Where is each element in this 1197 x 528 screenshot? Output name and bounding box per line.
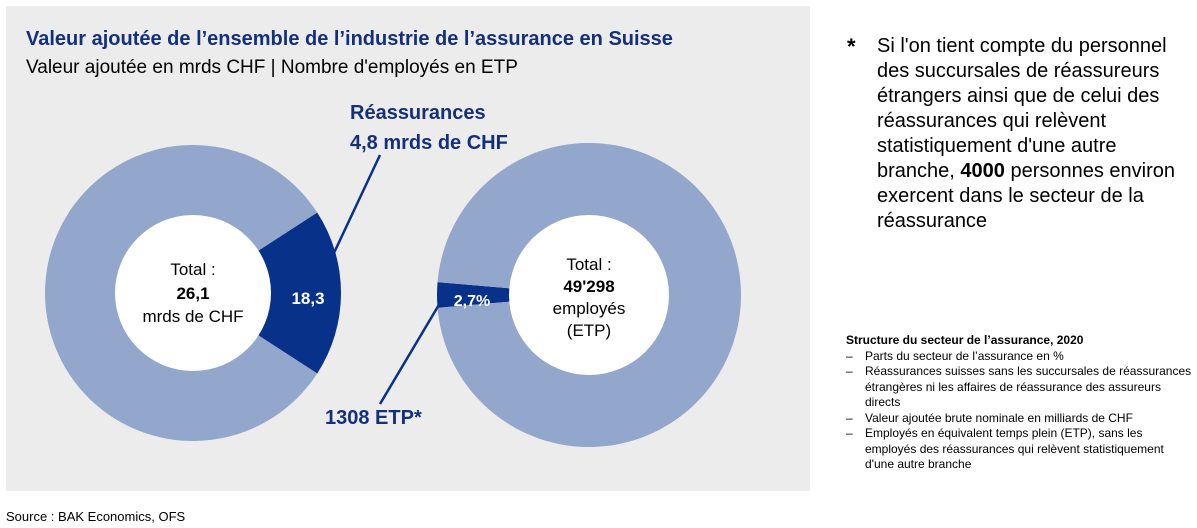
source-note: Source : BAK Economics, OFS	[6, 509, 186, 524]
center-total-value-1: 26,1	[176, 284, 209, 303]
structure-item: – Réassurances suisses sans les succursal…	[846, 364, 1196, 411]
structure-item-text: Valeur ajoutée brute nominale en milliar…	[865, 410, 1133, 425]
structure-legend: Structure du secteur de l’assurance, 202…	[846, 333, 1196, 473]
structure-item-text: Réassurances suisses sans les succursale…	[865, 364, 1192, 409]
center-total-value-2: 49'298	[563, 277, 614, 296]
footnote-bold-number: 4000	[960, 160, 1005, 182]
footnote-text: Si l'on tient compte du personnel des su…	[877, 34, 1192, 234]
callout-title-1: Réassurances	[350, 102, 486, 124]
dash-icon: –	[846, 426, 853, 440]
dash-icon: –	[846, 348, 853, 363]
structure-item: – Parts du secteur de l’assurance en %	[846, 349, 1196, 365]
callout-title-2: 1308 ETP*	[325, 407, 422, 429]
structure-item: – Valeur ajoutée brute nominale en millia…	[846, 411, 1196, 427]
donut-value-added: Total : 26,1 mrds de CHF 18,3 Réassuranc…	[45, 102, 508, 441]
center-total-unit-1: mrds de CHF	[142, 307, 243, 326]
slice-data-label-1: 18,3	[291, 289, 324, 308]
footnote-note: * Si l'on tient compte du personnel des …	[847, 34, 1192, 234]
footnote-text-part2: personnes environ exercent dans le secte…	[877, 160, 1175, 232]
callout-line-1	[331, 154, 382, 256]
slice-data-label-2: 2,7%	[454, 293, 490, 310]
structure-heading: Structure du secteur de l’assurance, 202…	[846, 333, 1084, 347]
asterisk-icon: *	[847, 34, 856, 59]
center-total-label-2: Total :	[566, 255, 611, 274]
center-total-unit-2: employés	[553, 299, 626, 318]
center-total-label-1: Total :	[170, 260, 215, 279]
footnote-text-part1: Si l'on tient compte du personnel des su…	[877, 35, 1167, 182]
callout-value-1: 4,8 mrds de CHF	[350, 132, 508, 154]
chart-subtitle: Valeur ajoutée en mrds CHF | Nombre d'em…	[26, 57, 518, 78]
donut-charts: Total : 26,1 mrds de CHF 18,3 Réassuranc…	[45, 102, 742, 447]
chart-title: Valeur ajoutée de l’ensemble de l’indust…	[26, 28, 673, 50]
donut-employees: Total : 49'298 employés (ETP) 2,7% 1308 …	[325, 143, 742, 447]
dash-icon: –	[846, 364, 853, 378]
structure-item-text: Employés en équivalent temps plein (ETP)…	[865, 426, 1164, 471]
dash-icon: –	[846, 410, 853, 425]
structure-item: – Employés en équivalent temps plein (ETP…	[846, 426, 1196, 473]
structure-item-text: Parts du secteur de l’assurance en %	[865, 348, 1064, 363]
donut-hole-1	[115, 215, 271, 371]
donut-hole-2	[509, 215, 669, 375]
center-total-unit-2b: (ETP)	[567, 321, 611, 340]
callout-line-2	[378, 302, 442, 405]
